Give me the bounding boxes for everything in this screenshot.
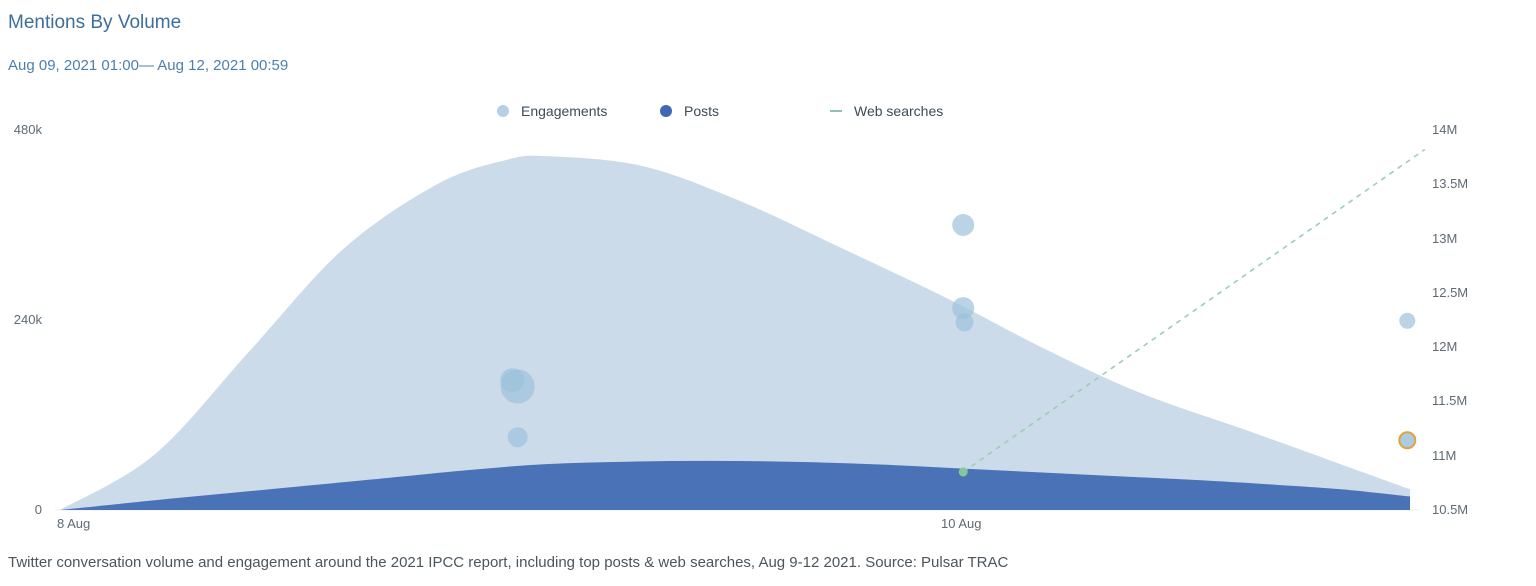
right-axis-tick: 13M bbox=[1432, 231, 1458, 246]
area-posts bbox=[60, 460, 1410, 510]
right-axis-tick: 12M bbox=[1432, 339, 1458, 354]
web-searches-dash-icon bbox=[830, 110, 842, 112]
chart-caption: Twitter conversation volume and engageme… bbox=[8, 554, 1009, 571]
legend-item-posts[interactable]: Posts bbox=[660, 103, 719, 119]
right-axis-tick: 12.5M bbox=[1432, 285, 1469, 300]
post-bubble[interactable] bbox=[952, 297, 975, 320]
post-bubble[interactable] bbox=[500, 368, 525, 393]
post-bubble[interactable] bbox=[507, 427, 528, 448]
web-searches-start-dot[interactable] bbox=[958, 467, 968, 477]
post-bubble[interactable] bbox=[952, 214, 975, 236]
post-bubble[interactable] bbox=[1399, 312, 1416, 329]
posts-dot-icon bbox=[660, 105, 672, 117]
right-axis-tick: 10.5M bbox=[1432, 502, 1469, 517]
left-axis-tick: 0 bbox=[34, 502, 42, 517]
right-axis-tick: 11M bbox=[1432, 448, 1457, 463]
post-bubble-highlighted[interactable] bbox=[1398, 431, 1417, 450]
x-axis-tick: 8 Aug bbox=[57, 516, 91, 531]
engagements-dot-icon bbox=[497, 105, 509, 117]
legend-label-posts: Posts bbox=[684, 103, 720, 119]
legend-item-engagements[interactable]: Engagements bbox=[497, 103, 607, 119]
line-web-searches bbox=[962, 148, 1426, 473]
right-axis-tick: 13.5M bbox=[1432, 176, 1469, 191]
left-axis-tick: 480k bbox=[13, 122, 42, 137]
x-axis-tick: 10 Aug bbox=[941, 516, 982, 531]
area-engagements bbox=[60, 155, 1410, 510]
legend-label-engagements: Engagements bbox=[521, 103, 608, 119]
date-range: Aug 09, 2021 01:00— Aug 12, 2021 00:59 bbox=[8, 57, 289, 74]
right-axis-tick: 11.5M bbox=[1432, 393, 1468, 408]
post-bubble[interactable] bbox=[955, 313, 974, 332]
page-title: Mentions By Volume bbox=[8, 12, 182, 33]
legend-item-web-searches[interactable]: Web searches bbox=[830, 103, 943, 119]
legend-label-web-searches: Web searches bbox=[854, 103, 944, 119]
right-axis-tick: 14M bbox=[1432, 122, 1458, 137]
left-axis-tick: 240k bbox=[13, 312, 42, 327]
